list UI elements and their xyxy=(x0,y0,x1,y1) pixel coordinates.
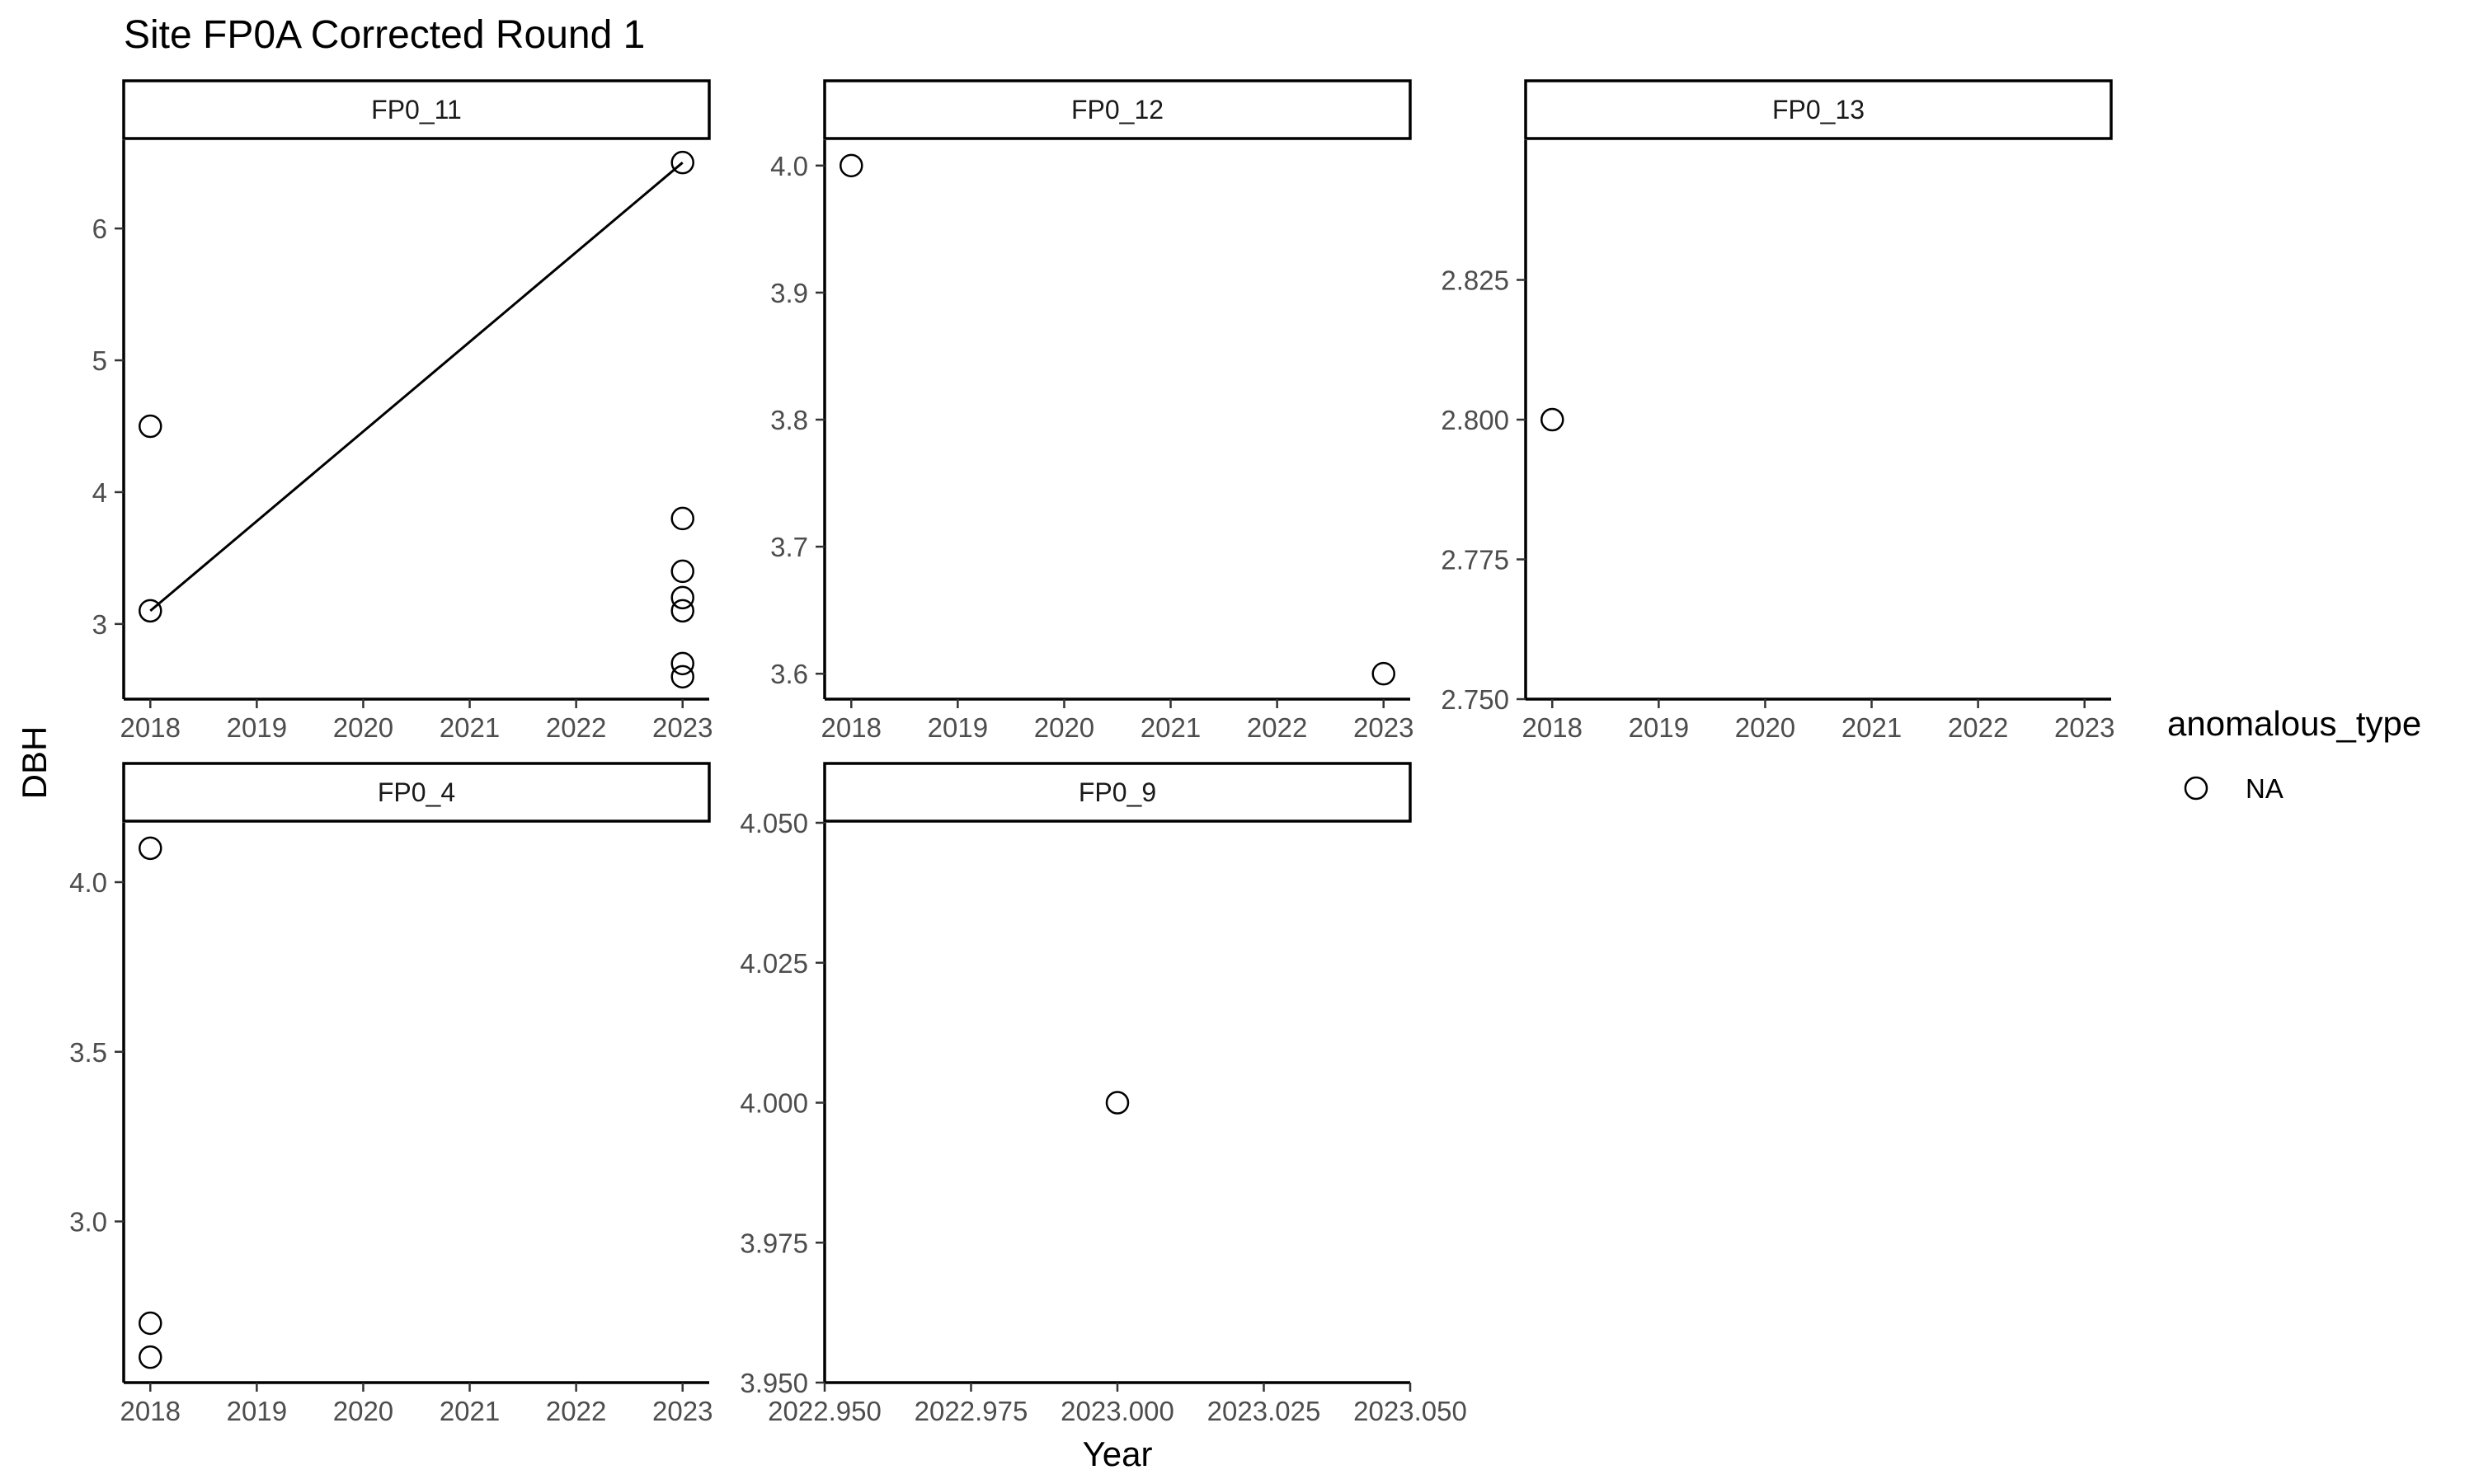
data-point xyxy=(670,599,694,623)
data-point xyxy=(139,599,162,623)
x-tick-label: 2022 xyxy=(1247,712,1307,743)
x-tick-label: 2023 xyxy=(652,712,713,743)
facet-panel-fp0-9: FP0_9 2022.950 2022.975 2023.000 2023.025 202… xyxy=(740,762,1467,1426)
x-tick-label: 2023 xyxy=(1353,712,1413,743)
x-tick-label: 2021 xyxy=(1141,712,1201,743)
legend-label-na: NA xyxy=(2246,773,2284,804)
data-point xyxy=(670,150,694,175)
y-tick-label: 4.025 xyxy=(740,948,808,979)
facet-strip-label: FP0_12 xyxy=(1071,95,1164,124)
data-point xyxy=(670,506,694,531)
y-tick-label: 5 xyxy=(92,345,107,376)
facet-strip-label: FP0_13 xyxy=(1772,95,1865,124)
y-tick-label: 3.950 xyxy=(740,1368,808,1398)
data-point xyxy=(139,836,162,861)
x-tick-label: 2022 xyxy=(546,1396,606,1426)
x-tick-label: 2023.050 xyxy=(1353,1396,1467,1426)
facet-strip-label: FP0_4 xyxy=(378,777,455,807)
x-tick-label: 2023 xyxy=(2054,712,2114,743)
data-point xyxy=(1105,1091,1130,1115)
facet-panels: FP0_11 2018 2019 2020 2021 2022 2023 3 4 5 6 FP0_12… xyxy=(69,79,2114,1426)
x-tick-label: 2022.975 xyxy=(915,1396,1028,1426)
x-tick-label: 2023.025 xyxy=(1207,1396,1321,1426)
facet-strip xyxy=(823,79,1412,140)
data-point xyxy=(1540,407,1564,432)
x-tick-label: 2021 xyxy=(440,712,500,743)
y-tick-label: 2.825 xyxy=(1441,265,1509,296)
legend-title: anomalous_type xyxy=(2167,704,2421,743)
x-tick-label: 2018 xyxy=(1522,712,1583,743)
data-point xyxy=(670,651,694,676)
y-tick-label: 2.775 xyxy=(1441,545,1509,575)
data-point xyxy=(139,1311,162,1336)
facet-strip xyxy=(122,79,711,140)
x-tick-label: 2019 xyxy=(227,1396,287,1426)
y-tick-label: 4.0 xyxy=(770,151,808,181)
chart-title: Site FP0A Corrected Round 1 xyxy=(124,13,645,57)
x-tick-label: 2018 xyxy=(120,712,181,743)
y-tick-label: 3.9 xyxy=(770,278,808,308)
y-tick-label: 3.7 xyxy=(770,532,808,562)
y-tick-label: 3.0 xyxy=(69,1207,107,1237)
facet-strip-label: FP0_9 xyxy=(1079,777,1156,807)
y-tick-label: 3.975 xyxy=(740,1228,808,1258)
x-tick-label: 2018 xyxy=(821,712,882,743)
series-line xyxy=(149,162,684,613)
x-tick-label: 2020 xyxy=(1735,712,1795,743)
x-tick-label: 2022 xyxy=(1948,712,2008,743)
y-tick-label: 2.800 xyxy=(1441,405,1509,435)
y-tick-label: 4.000 xyxy=(740,1088,808,1119)
x-tick-label: 2022.950 xyxy=(768,1396,882,1426)
legend-key-open-circle xyxy=(2184,776,2208,801)
x-tick-label: 2023.000 xyxy=(1061,1396,1174,1426)
y-tick-label: 4.050 xyxy=(740,808,808,838)
data-point xyxy=(670,559,694,584)
facet-strip-label: FP0_11 xyxy=(371,95,462,124)
facet-panel-fp0-4: FP0_4 2018 2019 2020 2021 2022 2023 3.0 3.5 4.0 xyxy=(69,762,713,1426)
x-tick-label: 2018 xyxy=(120,1396,181,1426)
y-tick-label: 2.750 xyxy=(1441,684,1509,715)
x-tick-label: 2023 xyxy=(652,1396,713,1426)
x-tick-label: 2021 xyxy=(440,1396,500,1426)
x-tick-label: 2020 xyxy=(333,1396,393,1426)
x-tick-label: 2021 xyxy=(1841,712,1902,743)
facet-strip xyxy=(1524,79,2113,140)
y-tick-label: 3.6 xyxy=(770,659,808,689)
data-point xyxy=(840,153,863,178)
y-tick-label: 4 xyxy=(92,477,107,508)
x-tick-label: 2019 xyxy=(227,712,287,743)
y-axis-title: DBH xyxy=(15,726,54,800)
x-tick-label: 2022 xyxy=(546,712,606,743)
y-tick-label: 3.8 xyxy=(770,405,808,435)
data-point xyxy=(670,665,694,689)
facet-panel-fp0-12: FP0_12 2018 2019 2020 2021 2022 2023 3.6 3.7 3.8 3… xyxy=(770,79,1413,743)
y-tick-label: 4.0 xyxy=(69,867,107,898)
x-axis-title: Year xyxy=(1083,1435,1153,1473)
facet-strip xyxy=(122,762,711,823)
x-tick-label: 2019 xyxy=(928,712,988,743)
y-tick-label: 6 xyxy=(92,214,107,244)
y-tick-label: 3 xyxy=(92,609,107,640)
data-point xyxy=(139,414,162,439)
data-point xyxy=(1371,661,1395,686)
x-tick-label: 2019 xyxy=(1629,712,1689,743)
x-tick-label: 2020 xyxy=(1034,712,1094,743)
legend: anomalous_type NA xyxy=(2167,704,2421,804)
facet-panel-fp0-11: FP0_11 2018 2019 2020 2021 2022 2023 3 4 5 6 xyxy=(92,79,713,743)
data-point xyxy=(139,1345,162,1369)
y-tick-label: 3.5 xyxy=(69,1037,107,1068)
facet-panel-fp0-13: FP0_13 2018 2019 2020 2021 2022 2023 2.750 2.775… xyxy=(1441,79,2114,743)
data-point xyxy=(670,585,694,610)
facet-strip xyxy=(823,762,1412,823)
x-tick-label: 2020 xyxy=(333,712,393,743)
